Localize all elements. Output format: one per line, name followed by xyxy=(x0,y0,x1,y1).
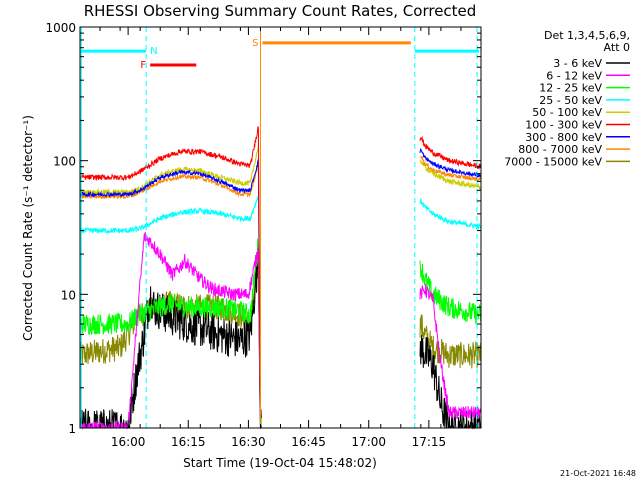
series-line-7-seg-0 xyxy=(79,163,262,430)
legend-entry-label: 6 - 12 keV xyxy=(546,69,602,82)
y-tick-label: 10 xyxy=(61,288,76,302)
y-tick-label: 1000 xyxy=(45,21,76,35)
series-line-5-seg-0 xyxy=(79,125,262,429)
legend-entry-label: 800 - 7000 keV xyxy=(518,143,602,156)
x-tick-label: 16:15 xyxy=(171,435,206,449)
legend-header: Det 1,3,4,5,6,9, xyxy=(544,29,630,42)
y-axis-label: Corrected Count Rate (s⁻¹ detector⁻¹) xyxy=(21,115,35,341)
series-line-8-seg-1 xyxy=(419,314,482,369)
series-line-4-seg-1 xyxy=(419,159,482,191)
legend-header: Att 0 xyxy=(604,41,630,54)
legend-entry-label: 50 - 100 keV xyxy=(532,106,602,119)
x-tick-label: 16:30 xyxy=(231,435,266,449)
axis-layer: 16:00 16:15 16:30 16:45 17:00 17:15 1 10 100 1000 xyxy=(45,21,482,449)
series-line-5-seg-1 xyxy=(419,135,482,170)
series-line-4-seg-0 xyxy=(79,143,262,428)
x-axis-label: Start Time (19-Oct-04 15:48:02) xyxy=(183,456,377,470)
series-line-6-seg-0 xyxy=(79,158,262,429)
annotation-layer: NF S xyxy=(80,27,479,428)
series-line-0-seg-1 xyxy=(419,334,482,430)
series-line-6-seg-1 xyxy=(419,147,482,179)
legend-entry-label: 12 - 25 keV xyxy=(539,82,602,95)
flag-label: F xyxy=(140,60,146,71)
series-line-7-seg-1 xyxy=(419,156,482,183)
x-tick-label: 16:45 xyxy=(291,435,326,449)
series-line-2-seg-1 xyxy=(419,260,482,325)
x-tick-label: 17:15 xyxy=(412,435,447,449)
footer-date: 21-Oct-2021 16:48 xyxy=(560,469,636,478)
flag-label: S xyxy=(252,38,258,49)
legend-entry-label: 300 - 800 keV xyxy=(525,131,602,144)
series-line-2-seg-0 xyxy=(79,238,262,429)
y-tick-label: 100 xyxy=(53,155,76,169)
legend-entry-label: 3 - 6 keV xyxy=(553,57,602,70)
y-tick-label: 1 xyxy=(68,422,76,436)
series-line-1-seg-1 xyxy=(419,283,482,420)
series-line-3-seg-1 xyxy=(419,198,482,230)
flag-label: N xyxy=(150,46,157,57)
chart-title: RHESSI Observing Summary Count Rates, Co… xyxy=(84,2,477,20)
series-line-0-seg-0 xyxy=(79,253,262,429)
x-tick-label: 16:00 xyxy=(111,435,146,449)
legend-entry-label: 25 - 50 keV xyxy=(539,94,602,107)
series-line-3-seg-0 xyxy=(79,195,262,429)
legend-entry-label: 100 - 300 keV xyxy=(525,119,602,132)
x-tick-label: 17:00 xyxy=(351,435,386,449)
legend-entry-label: 7000 - 15000 keV xyxy=(504,155,602,168)
series-layer xyxy=(79,125,482,430)
